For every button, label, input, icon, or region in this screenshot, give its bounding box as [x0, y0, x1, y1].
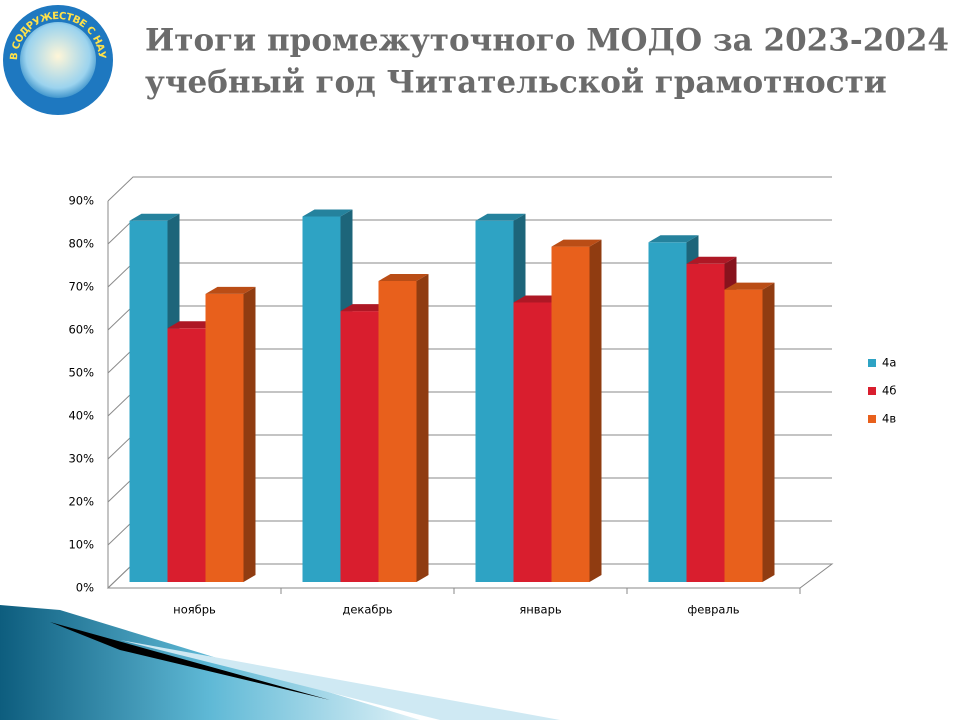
y-tick-label: 0%	[76, 581, 94, 595]
bar	[475, 220, 514, 583]
y-tick-label: 90%	[68, 194, 94, 208]
y-tick-label: 30%	[68, 452, 94, 466]
x-tick-label: ноябрь	[173, 603, 216, 617]
legend-swatch	[868, 387, 876, 395]
bar-top	[648, 235, 699, 243]
bar-top	[340, 304, 391, 312]
bar-top	[551, 239, 602, 247]
y-tick-label: 40%	[68, 409, 94, 423]
legend-swatch	[868, 415, 876, 423]
y-tick-label: 80%	[68, 237, 94, 251]
bar-side	[589, 239, 602, 582]
legend-swatch	[868, 359, 876, 367]
title-line: Итоги промежуточного МОДО за 2023-2024	[145, 23, 949, 59]
x-tick-label: декабрь	[342, 603, 392, 617]
bar-top	[724, 282, 775, 290]
bar	[513, 302, 552, 582]
bar	[648, 242, 687, 583]
legend-label: 4в	[882, 412, 896, 426]
y-tick-label: 60%	[68, 323, 94, 337]
bar	[724, 289, 763, 582]
x-tick-label: январь	[519, 603, 562, 617]
bar-top	[167, 321, 218, 329]
bar-side	[243, 286, 256, 582]
bar-side	[416, 274, 429, 582]
grid-line	[107, 176, 832, 202]
grid-line	[107, 219, 832, 245]
bar	[167, 328, 206, 582]
bar-side	[762, 282, 775, 582]
bar	[686, 263, 725, 582]
swoosh-dark	[50, 622, 330, 700]
plot: 0% 10% 20% 30% 40% 50% 60% 70% 80% 90% ноябрь декаб…	[68, 176, 896, 617]
y-tick-label: 50%	[68, 366, 94, 380]
logo-center	[20, 22, 96, 98]
bar	[129, 220, 168, 583]
legend-label: 4а	[882, 356, 896, 370]
bar-top	[129, 213, 180, 221]
bar	[302, 216, 341, 582]
bar	[205, 293, 244, 582]
bar	[340, 311, 379, 582]
y-tick-label: 70%	[68, 280, 94, 294]
x-tick-label: февраль	[687, 603, 739, 617]
bar-top	[205, 286, 256, 294]
logo: В СОДРУЖЕСТВЕ С НАУКОЙ	[0, 0, 113, 115]
bar-top	[686, 256, 737, 264]
bar-top	[378, 274, 429, 281]
bar	[551, 246, 590, 582]
title-line: учебный год Читательской грамотности	[145, 65, 887, 101]
y-tick-label: 10%	[68, 538, 94, 552]
bar	[378, 281, 417, 582]
bar-top	[475, 213, 526, 221]
legend-label: 4б	[882, 384, 896, 398]
bar-top	[513, 295, 564, 303]
swoosh-light	[120, 640, 560, 720]
bar-top	[302, 209, 353, 217]
y-tick-label: 20%	[68, 495, 94, 509]
swoosh	[0, 605, 560, 720]
